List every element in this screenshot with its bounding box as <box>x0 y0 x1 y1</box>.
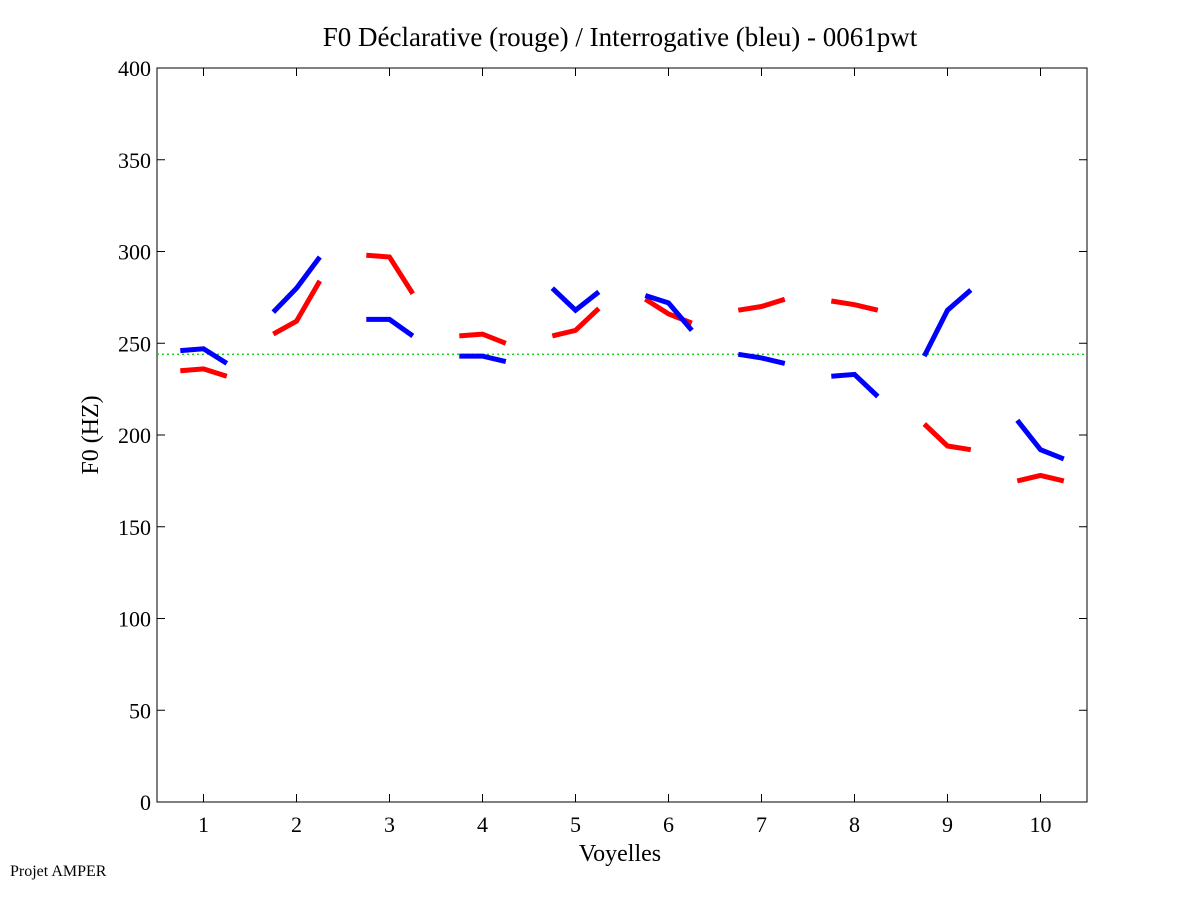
declarative-segment-vowel-3 <box>366 252 415 296</box>
interrogative-segment-vowel-4 <box>459 353 507 365</box>
x-tick-label: 7 <box>756 812 767 837</box>
interrogative-segment-vowel-8 <box>831 371 880 399</box>
interrogative-segment-vowel-2 <box>271 255 322 314</box>
y-tick-label: 200 <box>118 423 151 448</box>
x-tick-label: 5 <box>570 812 581 837</box>
interrogative-segment-vowel-6 <box>644 293 694 333</box>
x-tick-label: 8 <box>849 812 860 837</box>
plot-area <box>156 67 1088 803</box>
x-axis-label: Voyelles <box>579 841 661 867</box>
y-axis-ticks: 0 50 100 150 200 250 300 350 400 <box>118 56 1087 815</box>
declarative-segment-vowel-4 <box>459 331 507 346</box>
footer-credit: Projet AMPER <box>10 863 107 880</box>
y-tick-label: 50 <box>129 698 151 723</box>
y-tick-label: 150 <box>118 515 151 540</box>
declarative-segment-vowel-9 <box>922 422 972 453</box>
x-tick-label: 6 <box>663 812 674 837</box>
declarative-segment-vowel-8 <box>830 298 879 313</box>
y-axis-label: F0 (HZ) <box>78 395 104 474</box>
interrogative-segment-vowel-10 <box>1015 418 1065 462</box>
interrogative-segment-vowel-7 <box>737 351 786 366</box>
y-tick-label: 250 <box>118 331 151 356</box>
y-tick-label: 350 <box>118 148 151 173</box>
x-tick-label: 10 <box>1030 812 1052 837</box>
chart-title: F0 Déclarative (rouge) / Interrogative (… <box>323 22 918 52</box>
series-layer <box>180 252 1065 484</box>
declarative-segment-vowel-1 <box>180 366 228 379</box>
x-axis-ticks: 1 2 3 4 5 6 7 8 9 10 <box>198 68 1052 837</box>
interrogative-segment-vowel-5 <box>550 286 601 314</box>
declarative-segment-vowel-2 <box>272 279 322 337</box>
interrogative-segment-vowel-3 <box>366 316 415 338</box>
x-tick-label: 3 <box>384 812 395 837</box>
declarative-segment-vowel-10 <box>1016 472 1065 484</box>
interrogative-segment-vowel-9 <box>922 288 973 358</box>
x-tick-label: 1 <box>198 812 209 837</box>
interrogative-segment-vowel-1 <box>180 346 229 366</box>
y-tick-label: 100 <box>118 607 151 632</box>
y-tick-label: 300 <box>118 240 151 265</box>
y-tick-label: 0 <box>140 790 151 815</box>
x-tick-label: 9 <box>942 812 953 837</box>
x-tick-label: 2 <box>291 812 302 837</box>
x-tick-label: 4 <box>477 812 488 837</box>
declarative-segment-vowel-5 <box>551 306 601 339</box>
y-tick-label: 400 <box>118 56 151 81</box>
declarative-segment-vowel-7 <box>737 296 786 313</box>
